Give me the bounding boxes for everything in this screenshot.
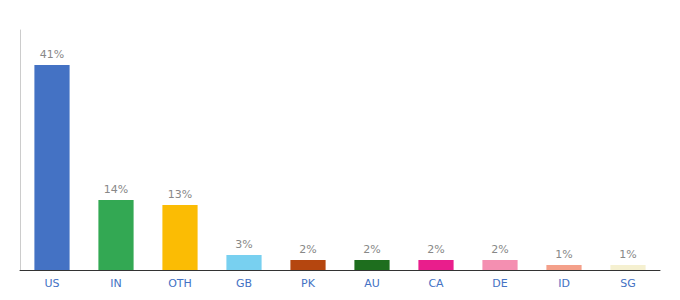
svg-text:2%: 2% [427, 243, 444, 256]
svg-text:3%: 3% [235, 238, 252, 251]
svg-text:2%: 2% [491, 243, 508, 256]
svg-text:DE: DE [492, 277, 507, 290]
svg-text:US: US [44, 277, 59, 290]
svg-text:SG: SG [620, 277, 636, 290]
svg-text:2%: 2% [363, 243, 380, 256]
svg-text:2%: 2% [299, 243, 316, 256]
svg-text:CA: CA [428, 277, 444, 290]
svg-text:1%: 1% [555, 248, 572, 261]
svg-text:13%: 13% [168, 188, 192, 201]
svg-text:41%: 41% [40, 48, 64, 61]
svg-text:ID: ID [558, 277, 570, 290]
svg-text:GB: GB [236, 277, 252, 290]
svg-text:IN: IN [110, 277, 121, 290]
svg-text:1%: 1% [619, 248, 636, 261]
svg-text:OTH: OTH [168, 277, 192, 290]
svg-text:14%: 14% [104, 183, 128, 196]
svg-text:PK: PK [301, 277, 316, 290]
svg-text:AU: AU [364, 277, 380, 290]
